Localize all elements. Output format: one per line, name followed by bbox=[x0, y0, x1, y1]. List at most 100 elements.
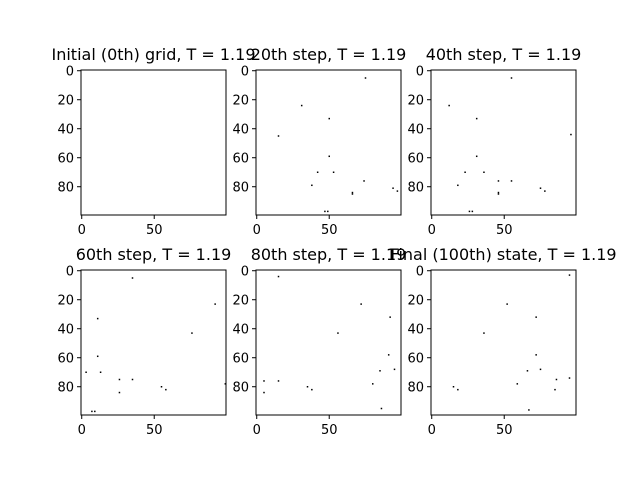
spin-point bbox=[300, 104, 303, 107]
panel-title: Final (100th) state, T = 1.19 bbox=[390, 245, 616, 264]
x-tick-label: 0 bbox=[253, 423, 261, 438]
panel-title: 60th step, T = 1.19 bbox=[76, 245, 232, 264]
spin-point bbox=[351, 193, 354, 195]
spin-point bbox=[535, 316, 537, 318]
spin-point bbox=[214, 303, 216, 305]
x-tick-label: 50 bbox=[496, 423, 513, 438]
y-tick-label: 60 bbox=[232, 152, 249, 167]
spin-point bbox=[328, 155, 330, 158]
spin-point bbox=[497, 191, 500, 194]
spin-point bbox=[497, 180, 500, 182]
axes-frame bbox=[255, 269, 402, 416]
spin-point bbox=[351, 191, 354, 194]
spin-point bbox=[457, 388, 459, 391]
axes-frame bbox=[430, 269, 577, 416]
spin-point bbox=[131, 277, 134, 279]
spin-point bbox=[570, 133, 572, 136]
panel-1: 0 20 40 60 80 0 50 20th step, T = 1.19 bbox=[232, 45, 406, 238]
y-tick-label: 80 bbox=[407, 381, 424, 396]
spin-point bbox=[85, 371, 87, 373]
y-tick-label: 80 bbox=[232, 181, 249, 196]
spin-point bbox=[328, 117, 330, 120]
spin-point bbox=[94, 410, 96, 413]
panel-title: 40th step, T = 1.19 bbox=[426, 45, 582, 64]
spin-point bbox=[91, 410, 93, 413]
spin-point bbox=[327, 210, 329, 213]
spin-point bbox=[131, 378, 134, 381]
spin-point bbox=[392, 187, 394, 189]
x-tick-label: 50 bbox=[321, 223, 338, 238]
spin-point bbox=[526, 370, 529, 372]
spin-point bbox=[363, 180, 365, 182]
panel-title: 80th step, T = 1.19 bbox=[251, 245, 407, 264]
spin-point bbox=[277, 275, 280, 278]
spin-point bbox=[475, 117, 478, 120]
y-tick-label: 0 bbox=[416, 265, 424, 280]
spin-point bbox=[510, 180, 513, 182]
grid-background bbox=[81, 270, 226, 415]
y-tick-label: 60 bbox=[57, 152, 74, 167]
spin-point bbox=[393, 368, 396, 371]
grid-background bbox=[256, 70, 401, 215]
spin-point bbox=[118, 378, 121, 381]
panel-0: 0 20 40 60 80 0 50 Initial (0th) grid, T = 1.19 bbox=[51, 45, 255, 238]
axes-frame bbox=[80, 69, 227, 216]
spin-point bbox=[311, 184, 313, 187]
y-tick-label: 40 bbox=[407, 123, 424, 138]
y-tick-label: 80 bbox=[232, 381, 249, 396]
y-tick-label: 0 bbox=[241, 265, 249, 280]
grid-background bbox=[81, 70, 226, 215]
spin-point bbox=[380, 407, 383, 410]
spin-point bbox=[191, 332, 193, 334]
spin-point bbox=[364, 77, 367, 79]
spin-point bbox=[528, 409, 530, 411]
spin-point bbox=[332, 171, 335, 173]
y-tick-label: 80 bbox=[407, 181, 424, 196]
x-tick-label: 50 bbox=[496, 223, 513, 238]
panel-4: 0 20 40 60 80 0 50 80th step, T = 1.19 bbox=[232, 245, 406, 438]
spin-point bbox=[452, 386, 455, 388]
y-tick-label: 20 bbox=[232, 294, 249, 309]
y-tick-label: 80 bbox=[57, 381, 74, 396]
y-tick-label: 40 bbox=[57, 323, 74, 338]
spin-point bbox=[263, 391, 265, 394]
y-tick-label: 80 bbox=[57, 181, 74, 196]
spin-point bbox=[516, 383, 519, 385]
grid-background bbox=[431, 70, 576, 215]
spin-point bbox=[568, 377, 571, 379]
spin-point bbox=[483, 332, 485, 334]
y-tick-label: 20 bbox=[57, 294, 74, 309]
axes-frame bbox=[80, 269, 227, 416]
spin-point bbox=[277, 135, 280, 137]
panel-title: 20th step, T = 1.19 bbox=[251, 45, 407, 64]
panel-5: 0 20 40 60 80 0 50 Final (100th) state, T = 1.1… bbox=[390, 245, 616, 438]
spin-point bbox=[372, 383, 374, 385]
spin-point bbox=[277, 380, 280, 382]
spin-point bbox=[316, 171, 319, 173]
spin-point bbox=[165, 388, 167, 391]
axes-frame bbox=[255, 69, 402, 216]
spin-point bbox=[99, 371, 102, 373]
spin-point bbox=[510, 77, 513, 79]
y-tick-label: 20 bbox=[57, 94, 74, 109]
spin-point bbox=[457, 184, 459, 187]
spin-point bbox=[337, 332, 339, 334]
y-tick-label: 20 bbox=[407, 294, 424, 309]
y-tick-label: 60 bbox=[232, 352, 249, 367]
spin-point bbox=[475, 155, 478, 158]
axes-frame bbox=[430, 69, 577, 216]
spin-point bbox=[471, 210, 474, 213]
spin-point bbox=[389, 316, 391, 318]
spin-point bbox=[554, 388, 556, 391]
panel-title: Initial (0th) grid, T = 1.19 bbox=[51, 45, 255, 64]
spin-point bbox=[379, 370, 381, 372]
y-tick-label: 40 bbox=[57, 123, 74, 138]
spin-point bbox=[483, 171, 485, 173]
spin-point bbox=[324, 210, 326, 213]
spin-point bbox=[263, 380, 265, 382]
spin-point bbox=[96, 317, 99, 320]
y-tick-label: 0 bbox=[241, 65, 249, 80]
grid-background bbox=[256, 270, 401, 415]
spin-point bbox=[96, 355, 99, 358]
spin-point bbox=[464, 171, 466, 173]
